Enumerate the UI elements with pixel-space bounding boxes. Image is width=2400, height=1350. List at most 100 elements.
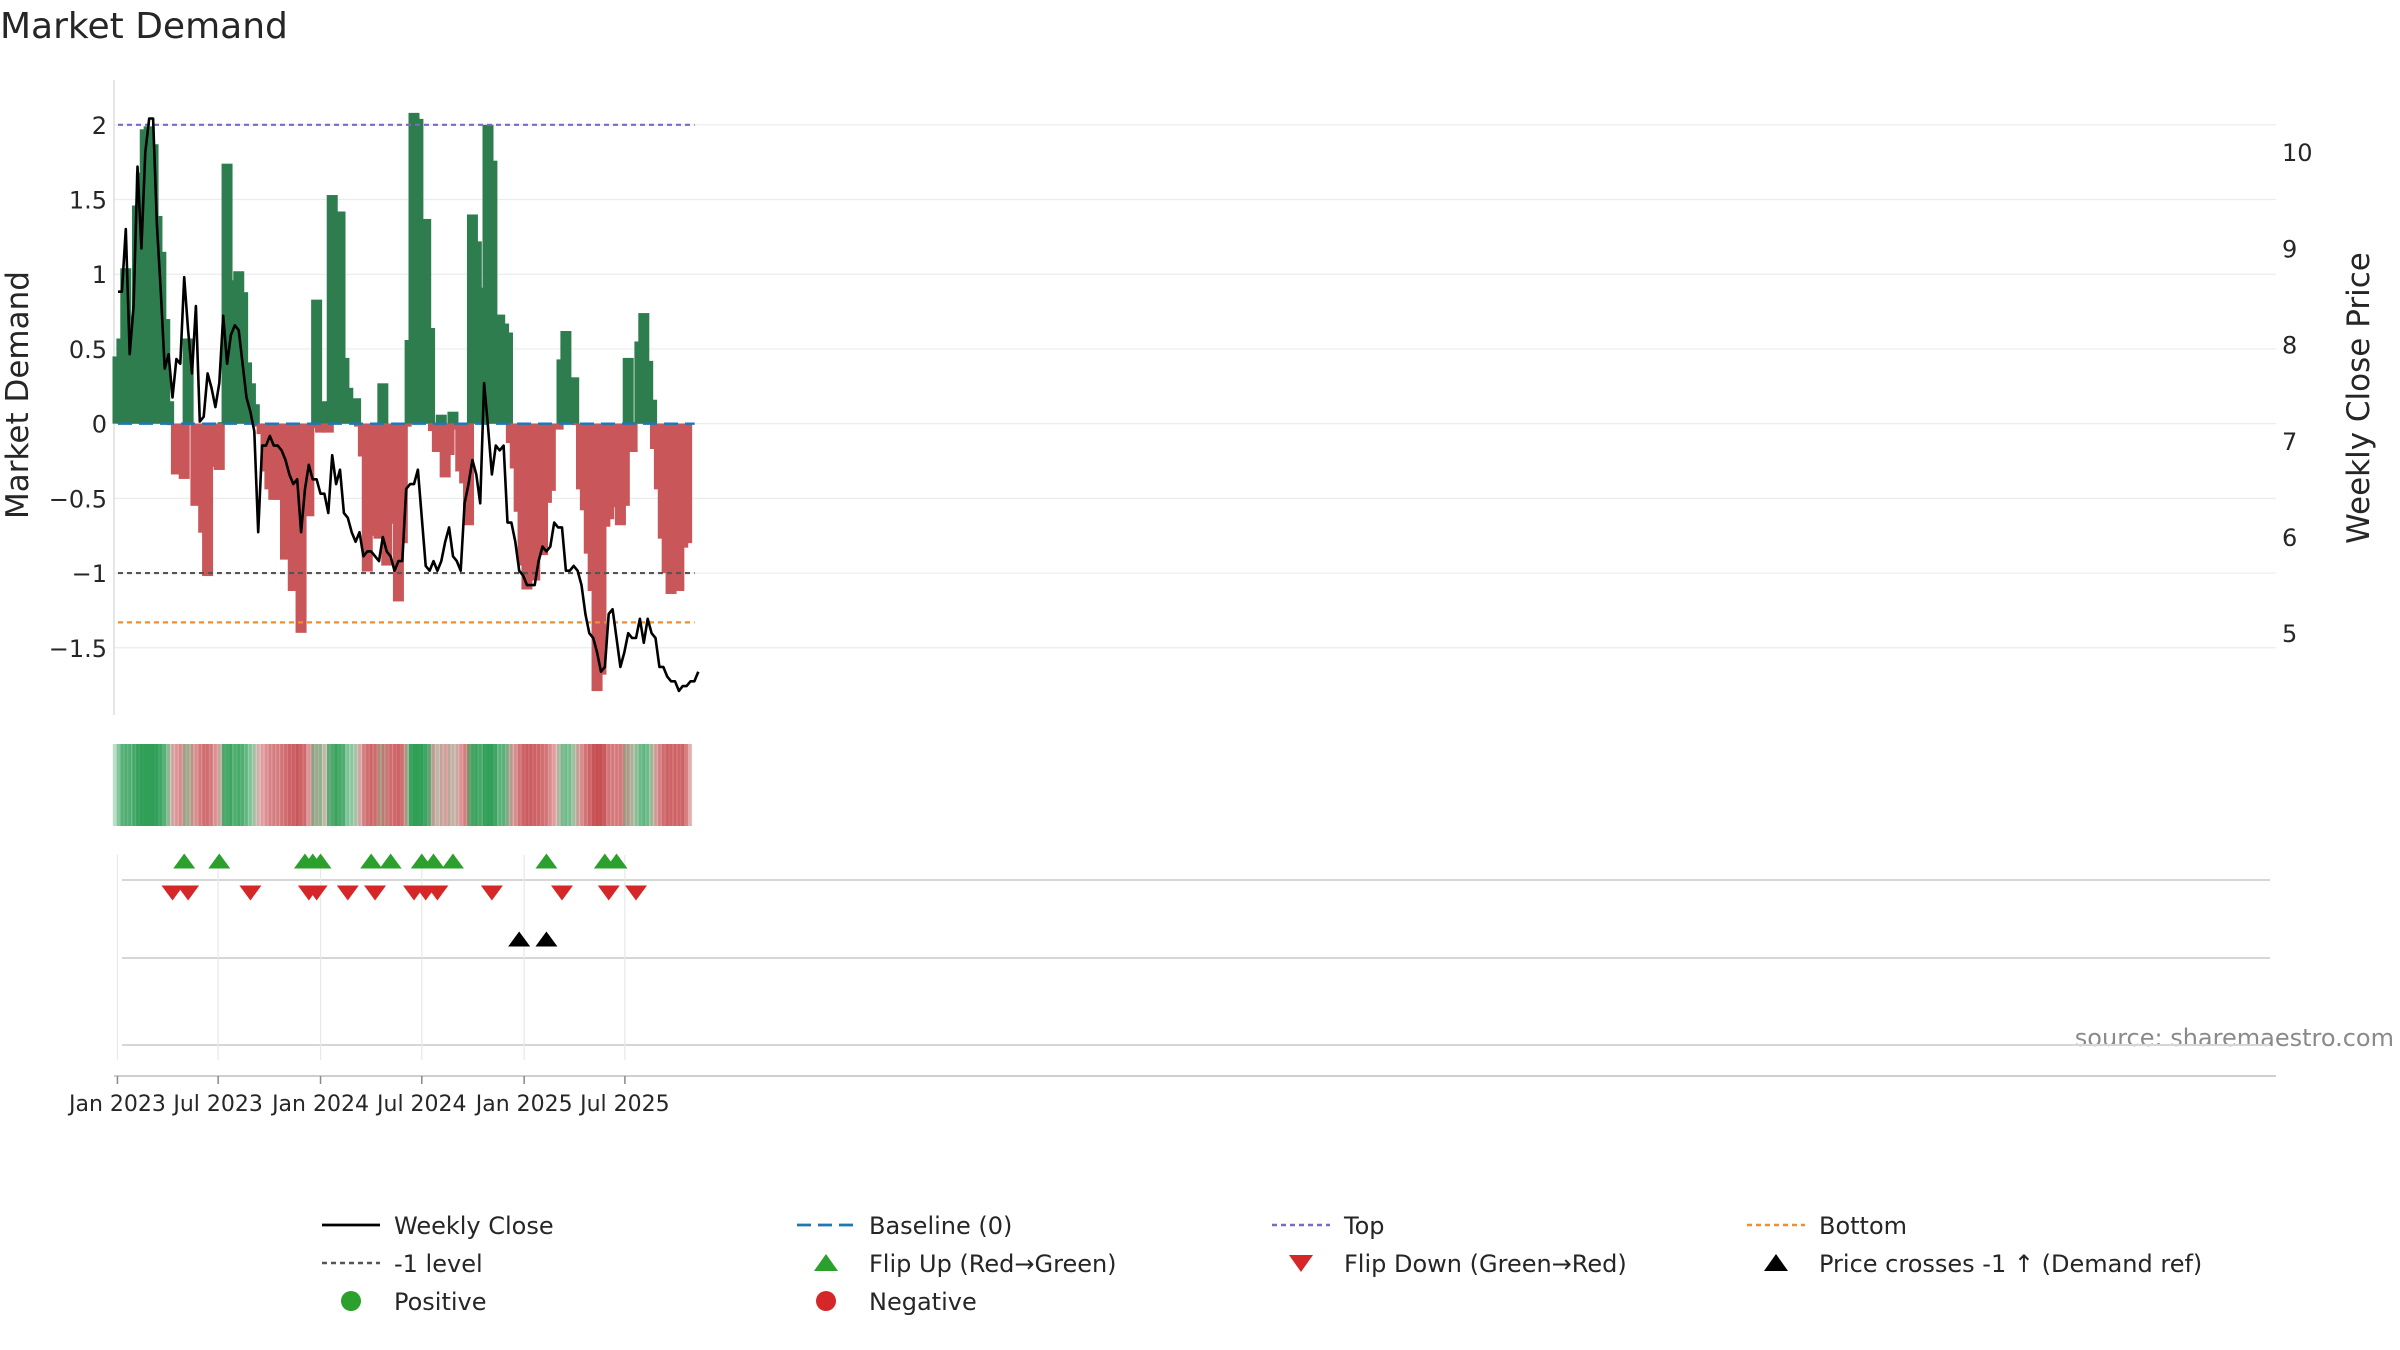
bar-positive — [486, 160, 498, 424]
strip-cell-negative — [607, 744, 618, 826]
strip-cell-negative — [599, 744, 611, 826]
bar-negative — [213, 423, 225, 470]
chart-title: Market Demand — [0, 6, 288, 47]
bar-negative — [463, 423, 475, 526]
strip-cell-positive — [486, 744, 498, 826]
price-cross-marker — [535, 931, 558, 947]
strip-cell-negative — [681, 744, 692, 826]
strip-cell-positive — [237, 744, 248, 826]
strip-cell-positive — [642, 744, 653, 826]
legend-item-price_cross: Price crosses -1 ↑ (Demand ref) — [1764, 1250, 2202, 1278]
flip-down-marker — [597, 885, 620, 901]
left-axis-label: Market Demand — [0, 271, 36, 519]
legend-swatch-positive — [341, 1291, 361, 1311]
strip-cell-negative — [303, 744, 315, 826]
demand-heat-strip — [112, 744, 692, 826]
strip-cell-negative — [253, 744, 264, 826]
strip-cell-negative — [179, 744, 190, 826]
bar-negative — [315, 423, 327, 433]
x-tick-labels: Jan 2023 Jul 2023 Jan 2024 Jul 2024 Jan 2025… — [67, 1076, 670, 1117]
flip-up-marker — [535, 853, 558, 869]
strip-cell-positive — [338, 744, 350, 826]
strip-cell-positive — [556, 744, 568, 826]
strip-cell-positive — [245, 744, 256, 826]
strip-cell-negative — [650, 744, 661, 826]
strip-cell-negative — [299, 744, 311, 826]
bar-negative — [618, 423, 630, 506]
strip-cell-positive — [327, 744, 338, 826]
flip-down-marker — [625, 885, 648, 901]
bar-negative — [595, 423, 607, 675]
strip-cell-positive — [475, 744, 486, 826]
legend-item-baseline: Baseline (0) — [797, 1212, 1012, 1240]
legend-label: -1 level — [394, 1250, 483, 1278]
legend-label: Flip Up (Red→Green) — [869, 1250, 1117, 1278]
legend-swatch-negative — [816, 1291, 836, 1311]
strip-cell-positive — [568, 744, 579, 826]
strip-cell-negative — [677, 744, 688, 826]
demand-bars — [112, 112, 693, 692]
strip-cell-negative — [369, 744, 381, 826]
strip-cell-negative — [276, 744, 287, 826]
strip-cell-positive — [124, 744, 135, 826]
strip-cell-negative — [595, 744, 607, 826]
flip-up-marker — [309, 853, 332, 869]
strip-cell-positive — [494, 744, 505, 826]
strip-cell-negative — [533, 744, 544, 826]
legend-label: Negative — [869, 1288, 977, 1316]
left-tick-label: −0.5 — [49, 485, 107, 513]
strip-cell-negative — [295, 744, 307, 826]
bar-positive — [568, 377, 580, 424]
legend-item-minus1: -1 level — [322, 1250, 483, 1278]
right-tick-label: 8 — [2282, 332, 2297, 360]
right-tick-label: 10 — [2282, 139, 2313, 167]
legend: Weekly Close Baseline (0) Top Bottom -1 leve… — [322, 1212, 2202, 1316]
strip-cell-negative — [549, 744, 560, 826]
strip-cell-positive — [221, 744, 233, 826]
x-tick-label: Jan 2023 — [67, 1092, 166, 1117]
flip-down-marker — [305, 885, 328, 901]
bar-positive — [311, 299, 323, 424]
bar-positive — [318, 401, 330, 424]
bar-positive — [435, 414, 447, 424]
strip-cell-negative — [537, 744, 548, 826]
close-price-line — [118, 117, 700, 693]
strip-cell-negative — [451, 744, 463, 826]
bar-negative — [552, 423, 564, 430]
flip-down-marker — [551, 885, 574, 901]
price-cross-marker — [508, 931, 531, 947]
strip-cell-negative — [428, 744, 439, 826]
flip-up-marker — [422, 853, 445, 869]
right-tick-label: 7 — [2282, 428, 2297, 456]
flip-down-marker — [480, 885, 503, 901]
bar-negative — [665, 423, 677, 594]
strip-cell-positive — [182, 744, 194, 826]
x-tick-label: Jul 2023 — [171, 1092, 263, 1117]
flip-up-marker — [441, 853, 464, 869]
strip-cell-negative — [665, 744, 677, 826]
left-tick-label: 2 — [92, 112, 107, 140]
bar-positive — [159, 319, 171, 424]
legend-label: Top — [1343, 1212, 1385, 1240]
bar-positive — [248, 404, 260, 424]
bar-negative — [626, 423, 638, 453]
strip-cell-positive — [112, 744, 124, 826]
legend-swatch-flip_up — [814, 1254, 838, 1271]
strip-cell-positive — [564, 744, 575, 826]
source-label: source: sharemaestro.com — [2075, 1024, 2394, 1052]
strip-cell-positive — [334, 744, 346, 826]
strip-cell-negative — [626, 744, 638, 826]
strip-cell-negative — [190, 744, 202, 826]
bar-positive — [622, 357, 634, 424]
bar-negative — [544, 423, 556, 491]
legend-label: Baseline (0) — [869, 1212, 1012, 1240]
strip-cell-positive — [634, 744, 646, 826]
bar-positive — [377, 383, 389, 424]
strip-cell-negative — [354, 744, 365, 826]
bar-positive — [560, 331, 572, 424]
strip-cell-negative — [510, 744, 521, 826]
strip-cell-positive — [350, 744, 361, 826]
bar-positive — [646, 399, 658, 424]
y-tick-labels: 2 1.5 1 0.5 0 −0.5 −1 −1.5 10 9 8 7 6 5 — [49, 112, 2313, 663]
bar-negative — [400, 423, 412, 427]
